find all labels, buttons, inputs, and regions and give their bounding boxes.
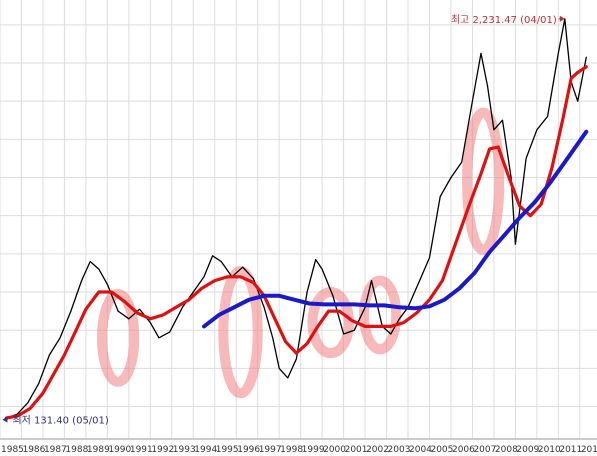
x-tick-label: 2011 bbox=[559, 445, 582, 455]
x-tick-label: 1998 bbox=[280, 445, 303, 455]
x-tick-label: 1985 bbox=[1, 445, 24, 455]
chart-grid bbox=[0, 0, 597, 440]
x-tick-label: 1997 bbox=[259, 445, 282, 455]
x-tick-label: 2002 bbox=[366, 445, 389, 455]
highlight-ellipse bbox=[358, 275, 402, 355]
x-tick-label: 2003 bbox=[388, 445, 411, 455]
x-tick-label: 1992 bbox=[151, 445, 174, 455]
x-tick-label: 1996 bbox=[237, 445, 260, 455]
x-tick-label: 2009 bbox=[516, 445, 539, 455]
x-tick-label: 2004 bbox=[409, 445, 432, 455]
x-tick-label: 2001 bbox=[345, 445, 368, 455]
x-tick-label: 1991 bbox=[130, 445, 153, 455]
high-annotation-label: 최고 2,231.47 (04/01) bbox=[451, 14, 557, 26]
x-tick-label: 1995 bbox=[216, 445, 239, 455]
x-tick-label: 2000 bbox=[323, 445, 346, 455]
low-annotation-label: 최저 131.40 (05/01) bbox=[12, 415, 108, 427]
highlight-ellipse bbox=[218, 266, 263, 399]
x-tick-label: 2008 bbox=[495, 445, 518, 455]
high-arrow-head bbox=[559, 15, 565, 22]
series-line-price bbox=[5, 18, 587, 419]
series-line-ma_short bbox=[4, 65, 588, 420]
x-tick-label: 1990 bbox=[108, 445, 131, 455]
x-tick-label: 1987 bbox=[44, 445, 67, 455]
x-tick-label: 1999 bbox=[302, 445, 325, 455]
x-tick-label: 2005 bbox=[430, 445, 453, 455]
annotations: 최고 2,231.47 (04/01) 최저 131.40 (05/01) bbox=[2, 14, 565, 427]
x-tick-label: 2010 bbox=[538, 445, 561, 455]
x-tick-label: 1994 bbox=[194, 445, 217, 455]
low-arrow-head bbox=[2, 416, 8, 423]
highlight-ellipse bbox=[462, 107, 505, 256]
x-tick-label: 1993 bbox=[173, 445, 196, 455]
x-tick-label: 2007 bbox=[473, 445, 496, 455]
x-tick-label: 1986 bbox=[22, 445, 45, 455]
highlight-ellipses bbox=[97, 107, 505, 399]
highlight-ellipse bbox=[97, 288, 140, 387]
x-tick-label: 1988 bbox=[65, 445, 88, 455]
x-tick-label: 2006 bbox=[452, 445, 475, 455]
x-axis: 1985198619871988198919901991199219931994… bbox=[1, 445, 597, 455]
x-tick-label: 1989 bbox=[87, 445, 110, 455]
series-layer bbox=[4, 18, 589, 420]
series-line-ma_long bbox=[202, 129, 589, 329]
x-tick-label: 2012 bbox=[581, 445, 597, 455]
